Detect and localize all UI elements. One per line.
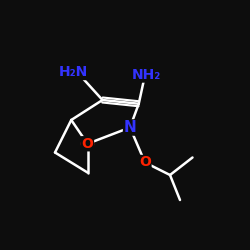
Text: N: N <box>124 120 136 135</box>
Text: H₂N: H₂N <box>59 66 88 80</box>
Text: O: O <box>139 156 151 170</box>
Text: O: O <box>82 137 94 151</box>
Text: NH₂: NH₂ <box>132 68 161 82</box>
